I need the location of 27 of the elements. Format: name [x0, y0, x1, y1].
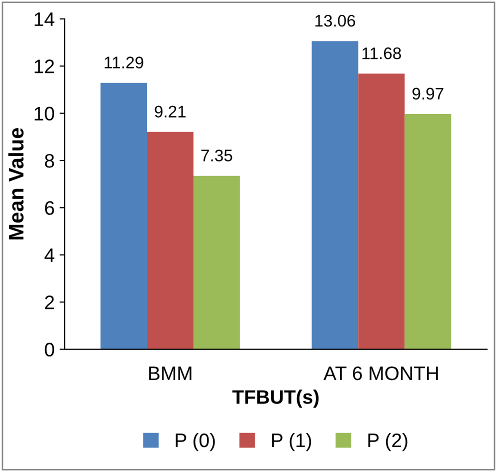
x-tick-label: AT 6 MONTH [324, 366, 438, 380]
bar [312, 41, 358, 350]
legend-label: P (2) [368, 432, 408, 452]
y-tick-label: 0 [44, 342, 54, 357]
y-tick-label: 8 [44, 154, 54, 168]
y-tick-label: 10 [34, 106, 54, 121]
bar [404, 114, 452, 350]
legend-label: P (0) [176, 432, 215, 452]
bar [146, 132, 194, 350]
bar [100, 82, 147, 350]
x-tick-label: BMM [149, 366, 192, 380]
y-tick-label: 14 [34, 12, 54, 26]
data-label: 11.68 [362, 47, 401, 60]
data-label: 11.29 [104, 56, 144, 68]
data-label: 9.97 [412, 88, 444, 100]
y-tick-label: 2 [45, 296, 54, 310]
y-tick-label: 4 [44, 248, 54, 262]
bar [193, 176, 240, 350]
legend-label: P (1) [272, 432, 312, 452]
data-label: 7.35 [201, 150, 232, 162]
y-axis-title: Mean Value [8, 128, 24, 240]
bar [358, 74, 405, 350]
y-tick-label: 6 [45, 201, 54, 215]
x-axis-title: TFBUT(s) [232, 390, 319, 408]
y-tick-label: 12 [34, 60, 54, 74]
data-label: 13.06 [315, 14, 356, 27]
data-label: 9.21 [154, 106, 186, 118]
